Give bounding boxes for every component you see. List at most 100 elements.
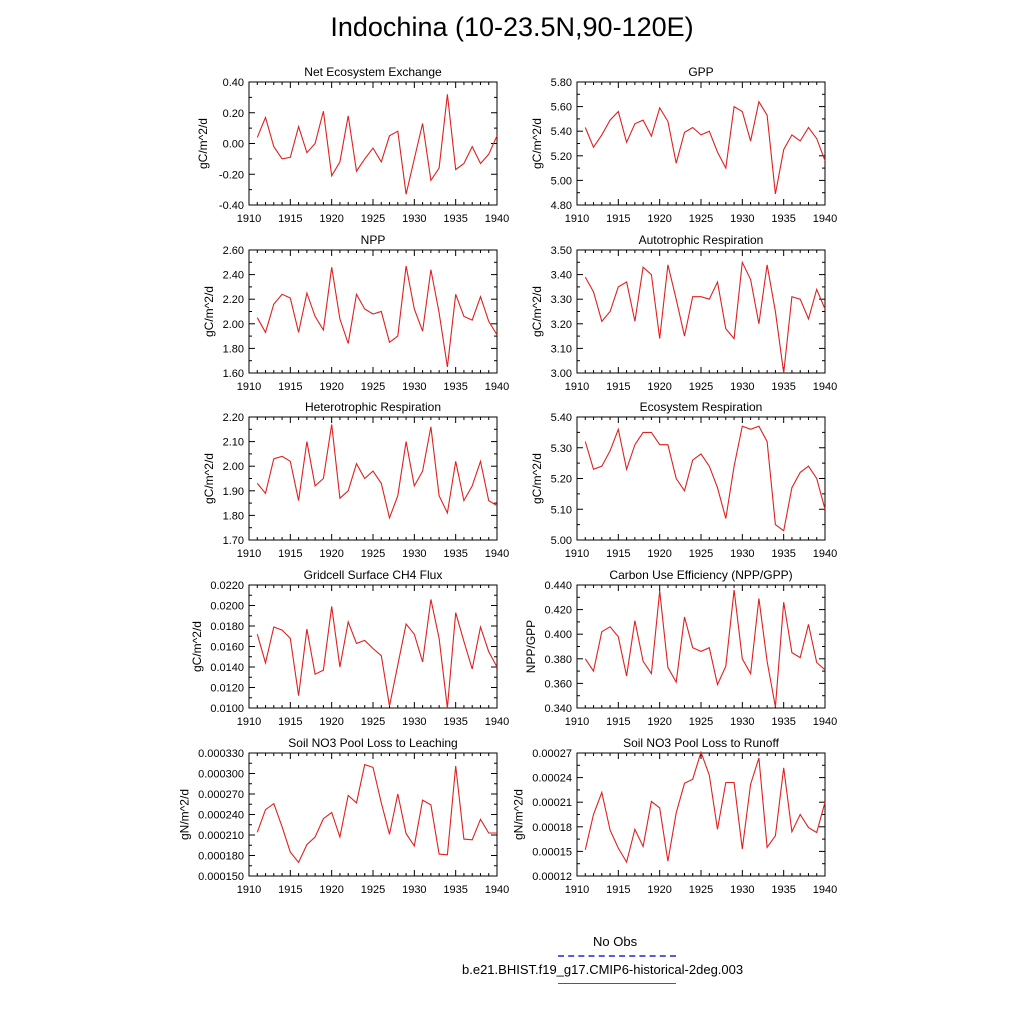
y-tick-label: 0.20 <box>223 108 244 120</box>
panel-title: NPP <box>361 233 386 247</box>
series-line <box>256 763 497 864</box>
y-tick-label: 0.0200 <box>210 601 244 613</box>
x-tick-label: 1940 <box>485 716 509 728</box>
y-tick-label: 5.80 <box>551 77 572 89</box>
y-tick-label: 0.000150 <box>198 871 244 883</box>
plot-frame <box>576 81 826 206</box>
y-axis-label: gN/m^2/d <box>512 789 526 840</box>
x-tick-label: 1910 <box>565 716 589 728</box>
y-tick-label: 5.40 <box>551 412 572 424</box>
y-tick-label: 1.80 <box>223 343 244 355</box>
y-tick-label: 0.0180 <box>210 621 244 633</box>
x-tick-label: 1920 <box>647 716 671 728</box>
x-tick-label: 1915 <box>278 213 302 225</box>
y-tick-label: 4.80 <box>551 200 572 212</box>
y-axis-label: gC/m^2/d <box>530 286 544 337</box>
legend-obs-line <box>558 955 676 957</box>
y-tick-label: 0.340 <box>544 703 572 715</box>
series-line <box>256 599 498 709</box>
x-tick-label: 1920 <box>319 213 343 225</box>
x-tick-label: 1920 <box>647 213 671 225</box>
panel-title: Soil NO3 Pool Loss to Leaching <box>288 736 457 750</box>
y-tick-label: 3.00 <box>551 368 572 380</box>
x-tick-label: 1925 <box>361 381 385 393</box>
x-tick-label: 1935 <box>443 381 467 393</box>
y-tick-label: 0.0220 <box>210 580 244 592</box>
y-tick-label: 0.440 <box>544 580 572 592</box>
y-tick-label: 0.00021 <box>532 797 572 809</box>
x-tick-label: 1930 <box>402 884 426 896</box>
x-tick-label: 1920 <box>647 381 671 393</box>
x-tick-label: 1930 <box>730 716 754 728</box>
y-tick-label: 0.00018 <box>532 822 572 834</box>
series-line <box>584 260 826 374</box>
panel-title: Ecosystem Respiration <box>640 400 763 414</box>
x-tick-label: 1915 <box>606 381 630 393</box>
x-tick-label: 1910 <box>565 884 589 896</box>
y-tick-label: 2.00 <box>223 461 244 473</box>
x-tick-label: 1940 <box>485 548 509 560</box>
y-tick-label: 0.0160 <box>210 642 244 654</box>
x-tick-label: 1910 <box>237 716 261 728</box>
x-tick-label: 1915 <box>606 716 630 728</box>
series-line <box>256 424 498 520</box>
x-tick-label: 1915 <box>606 884 630 896</box>
y-axis-label: gC/m^2/d <box>530 118 544 169</box>
y-tick-label: 0.000180 <box>198 851 244 863</box>
y-tick-label: 5.60 <box>551 102 572 114</box>
y-tick-label: 0.00027 <box>532 748 572 760</box>
panel-title: Soil NO3 Pool Loss to Runoff <box>623 736 780 750</box>
x-tick-label: 1935 <box>443 213 467 225</box>
y-tick-label: 1.90 <box>223 486 244 498</box>
y-tick-label: 5.00 <box>551 535 572 547</box>
x-tick-label: 1920 <box>319 716 343 728</box>
series-line <box>584 750 826 864</box>
y-tick-label: 0.380 <box>544 654 572 666</box>
y-tick-label: 0.000270 <box>198 789 244 801</box>
plot-frame <box>248 752 498 877</box>
y-tick-label: 5.30 <box>551 443 572 455</box>
y-tick-label: 5.40 <box>551 126 572 138</box>
y-axis-label: NPP/GPP <box>524 620 538 673</box>
legend-model-label: b.e21.BHIST.f19_g17.CMIP6-historical-2de… <box>462 962 744 977</box>
series-line <box>256 265 498 367</box>
x-tick-label: 1925 <box>689 548 713 560</box>
panel-title: Net Ecosystem Exchange <box>304 65 442 79</box>
y-tick-label: 5.00 <box>551 175 572 187</box>
y-tick-label: 3.10 <box>551 343 572 355</box>
x-tick-label: 1940 <box>485 381 509 393</box>
legend-obs-label: No Obs <box>593 934 638 949</box>
x-tick-label: 1925 <box>361 884 385 896</box>
y-tick-label: 0.000210 <box>198 830 244 842</box>
x-tick-label: 1930 <box>730 548 754 560</box>
x-tick-label: 1930 <box>730 884 754 896</box>
series-line <box>584 100 826 195</box>
y-tick-label: 2.20 <box>223 294 244 306</box>
x-tick-label: 1920 <box>647 548 671 560</box>
chart-panel: Net Ecosystem Exchange 1910 1915 1920 1925 19… <box>196 65 509 225</box>
y-tick-label: -0.20 <box>219 169 244 181</box>
y-tick-label: 5.20 <box>551 474 572 486</box>
x-tick-label: 1925 <box>689 716 713 728</box>
panel-title: GPP <box>688 65 713 79</box>
x-tick-label: 1920 <box>319 548 343 560</box>
y-tick-label: 0.360 <box>544 678 572 690</box>
x-tick-label: 1925 <box>361 213 385 225</box>
x-tick-label: 1910 <box>565 548 589 560</box>
chart-panel: Autotrophic Respiration 1910 1915 1920 1925 1… <box>530 233 837 393</box>
y-axis-label: gC/m^2/d <box>202 453 216 504</box>
x-tick-label: 1930 <box>730 213 754 225</box>
y-tick-label: 3.30 <box>551 294 572 306</box>
y-tick-label: -0.40 <box>219 200 244 212</box>
x-tick-label: 1925 <box>689 381 713 393</box>
x-tick-label: 1930 <box>402 381 426 393</box>
x-tick-label: 1920 <box>319 884 343 896</box>
chart-panel: NPP 1910 1915 1920 1925 1930 1935 1940 1.60 1.80 2… <box>202 233 509 393</box>
y-tick-label: 5.20 <box>551 151 572 163</box>
x-tick-label: 1935 <box>771 381 795 393</box>
y-tick-label: 0.420 <box>544 605 572 617</box>
x-tick-label: 1925 <box>361 716 385 728</box>
chart-panel: Soil NO3 Pool Loss to Leaching 1910 1915 19… <box>177 736 509 896</box>
x-tick-label: 1910 <box>237 213 261 225</box>
